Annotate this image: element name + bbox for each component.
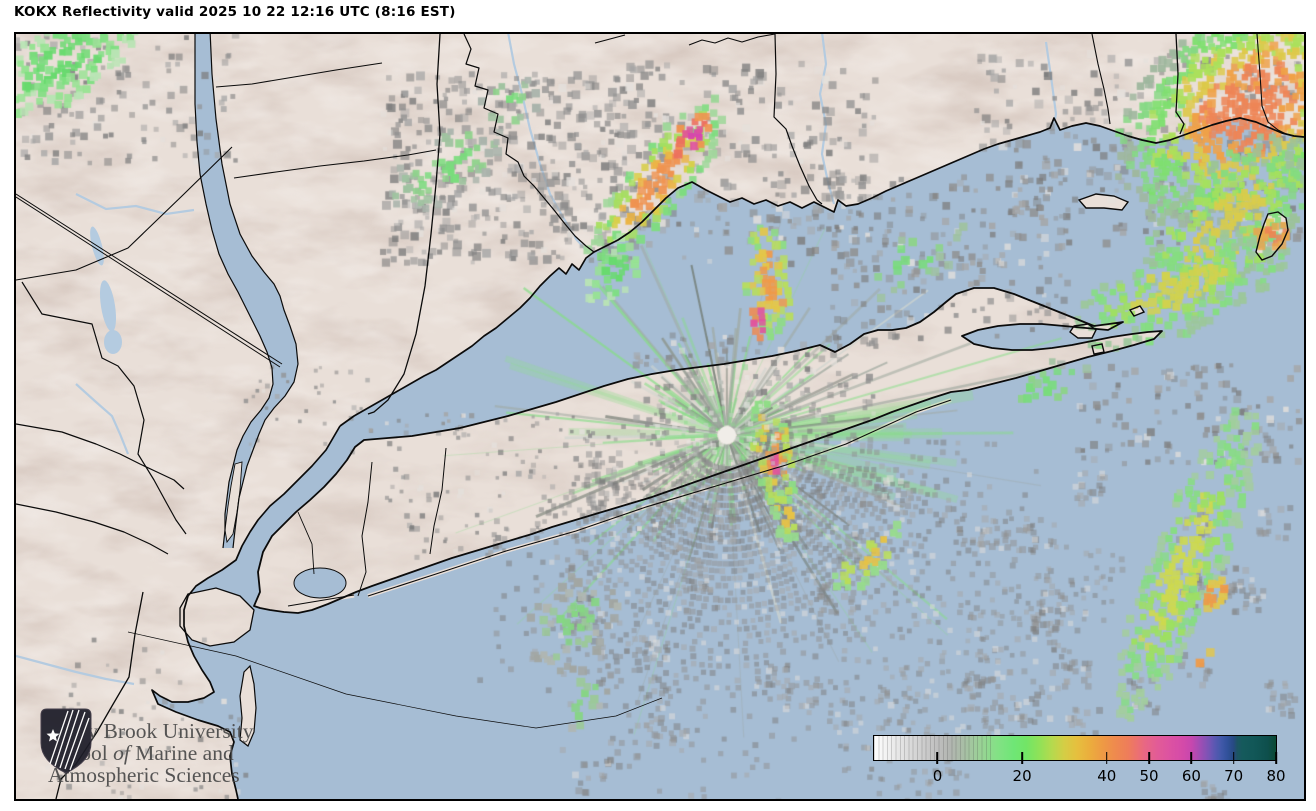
logo-line3: Atmospheric Sciences (48, 763, 240, 787)
colorbar-tick-label: 80 (1266, 767, 1286, 785)
colorbar-tick (936, 752, 939, 764)
product-title: KOKX Reflectivity valid 2025 10 22 12:16… (14, 4, 456, 20)
boundaries-layer (16, 34, 1304, 799)
radar-echo-canvas (16, 34, 1304, 799)
colorbar-tick (1190, 752, 1193, 764)
colorbar-tick (1021, 752, 1023, 764)
colorbar-tick-label: 20 (1012, 767, 1032, 785)
colorbar-striation (874, 736, 991, 760)
colorbar-tick (1105, 752, 1108, 764)
colorbar-tick-label: 40 (1097, 767, 1117, 785)
colorbar-tick-label: 0 (932, 767, 943, 785)
colorbar-gradient (874, 736, 1276, 760)
radar-map: Stony Brook University School of Marine … (14, 32, 1306, 801)
logo-line1: Stony Brook University (48, 719, 254, 743)
colorbar-tick-label: 70 (1224, 767, 1244, 785)
colorbar-tick-label: 60 (1181, 767, 1201, 785)
colorbar-tick (1275, 752, 1277, 764)
colorbar-tick (1148, 752, 1150, 764)
reflectivity-colorbar: 0 20 40 50 60 70 80 (873, 735, 1286, 785)
stonybrook-logo: Stony Brook University School of Marine … (40, 708, 253, 786)
colorbar-tick (1232, 752, 1235, 764)
university-shield-icon (40, 708, 92, 774)
colorbar-tick-label: 50 (1139, 767, 1159, 785)
